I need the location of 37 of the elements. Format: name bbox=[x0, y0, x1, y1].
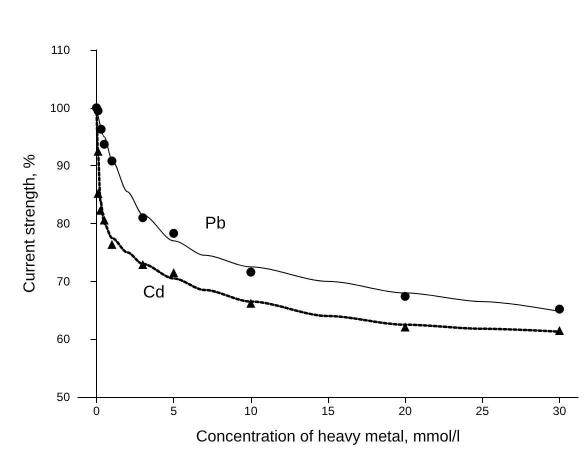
y-tick-label: 100 bbox=[50, 100, 70, 115]
x-tick-label: 15 bbox=[321, 404, 335, 418]
x-tick-label: 30 bbox=[552, 404, 566, 418]
x-axis-title: Concentration of heavy metal, mmol/l bbox=[196, 428, 460, 446]
x-tick-label: 25 bbox=[476, 404, 490, 418]
y-axis-title: Current strength, % bbox=[22, 154, 38, 293]
point bbox=[246, 268, 256, 277]
y-tick-label: 50 bbox=[56, 390, 70, 404]
point bbox=[100, 140, 109, 149]
point bbox=[554, 304, 564, 314]
point bbox=[400, 322, 410, 332]
point bbox=[169, 228, 178, 238]
y-tick-label: 90 bbox=[56, 158, 70, 173]
annotation: Cd bbox=[143, 282, 165, 302]
point bbox=[400, 292, 410, 301]
point bbox=[138, 213, 148, 222]
point bbox=[554, 326, 564, 335]
point bbox=[94, 188, 103, 198]
x-tick-label: 10 bbox=[244, 404, 258, 418]
point bbox=[96, 206, 105, 215]
point bbox=[246, 298, 256, 308]
y-tick-label: 80 bbox=[56, 216, 70, 230]
y-tick-label: 110 bbox=[50, 43, 70, 57]
point bbox=[94, 146, 103, 156]
point bbox=[107, 156, 116, 166]
point bbox=[100, 216, 109, 225]
y-tick-label: 70 bbox=[56, 274, 70, 288]
x-tick-label: 0 bbox=[93, 404, 100, 418]
point bbox=[107, 240, 116, 249]
point bbox=[96, 124, 106, 134]
x-tick-label: 5 bbox=[170, 404, 178, 418]
annotation: Pb bbox=[205, 214, 226, 232]
point bbox=[169, 268, 178, 278]
y-tick-label: 60 bbox=[56, 332, 70, 346]
x-tick-label: 20 bbox=[398, 404, 412, 418]
point bbox=[138, 260, 148, 270]
point bbox=[94, 106, 103, 116]
